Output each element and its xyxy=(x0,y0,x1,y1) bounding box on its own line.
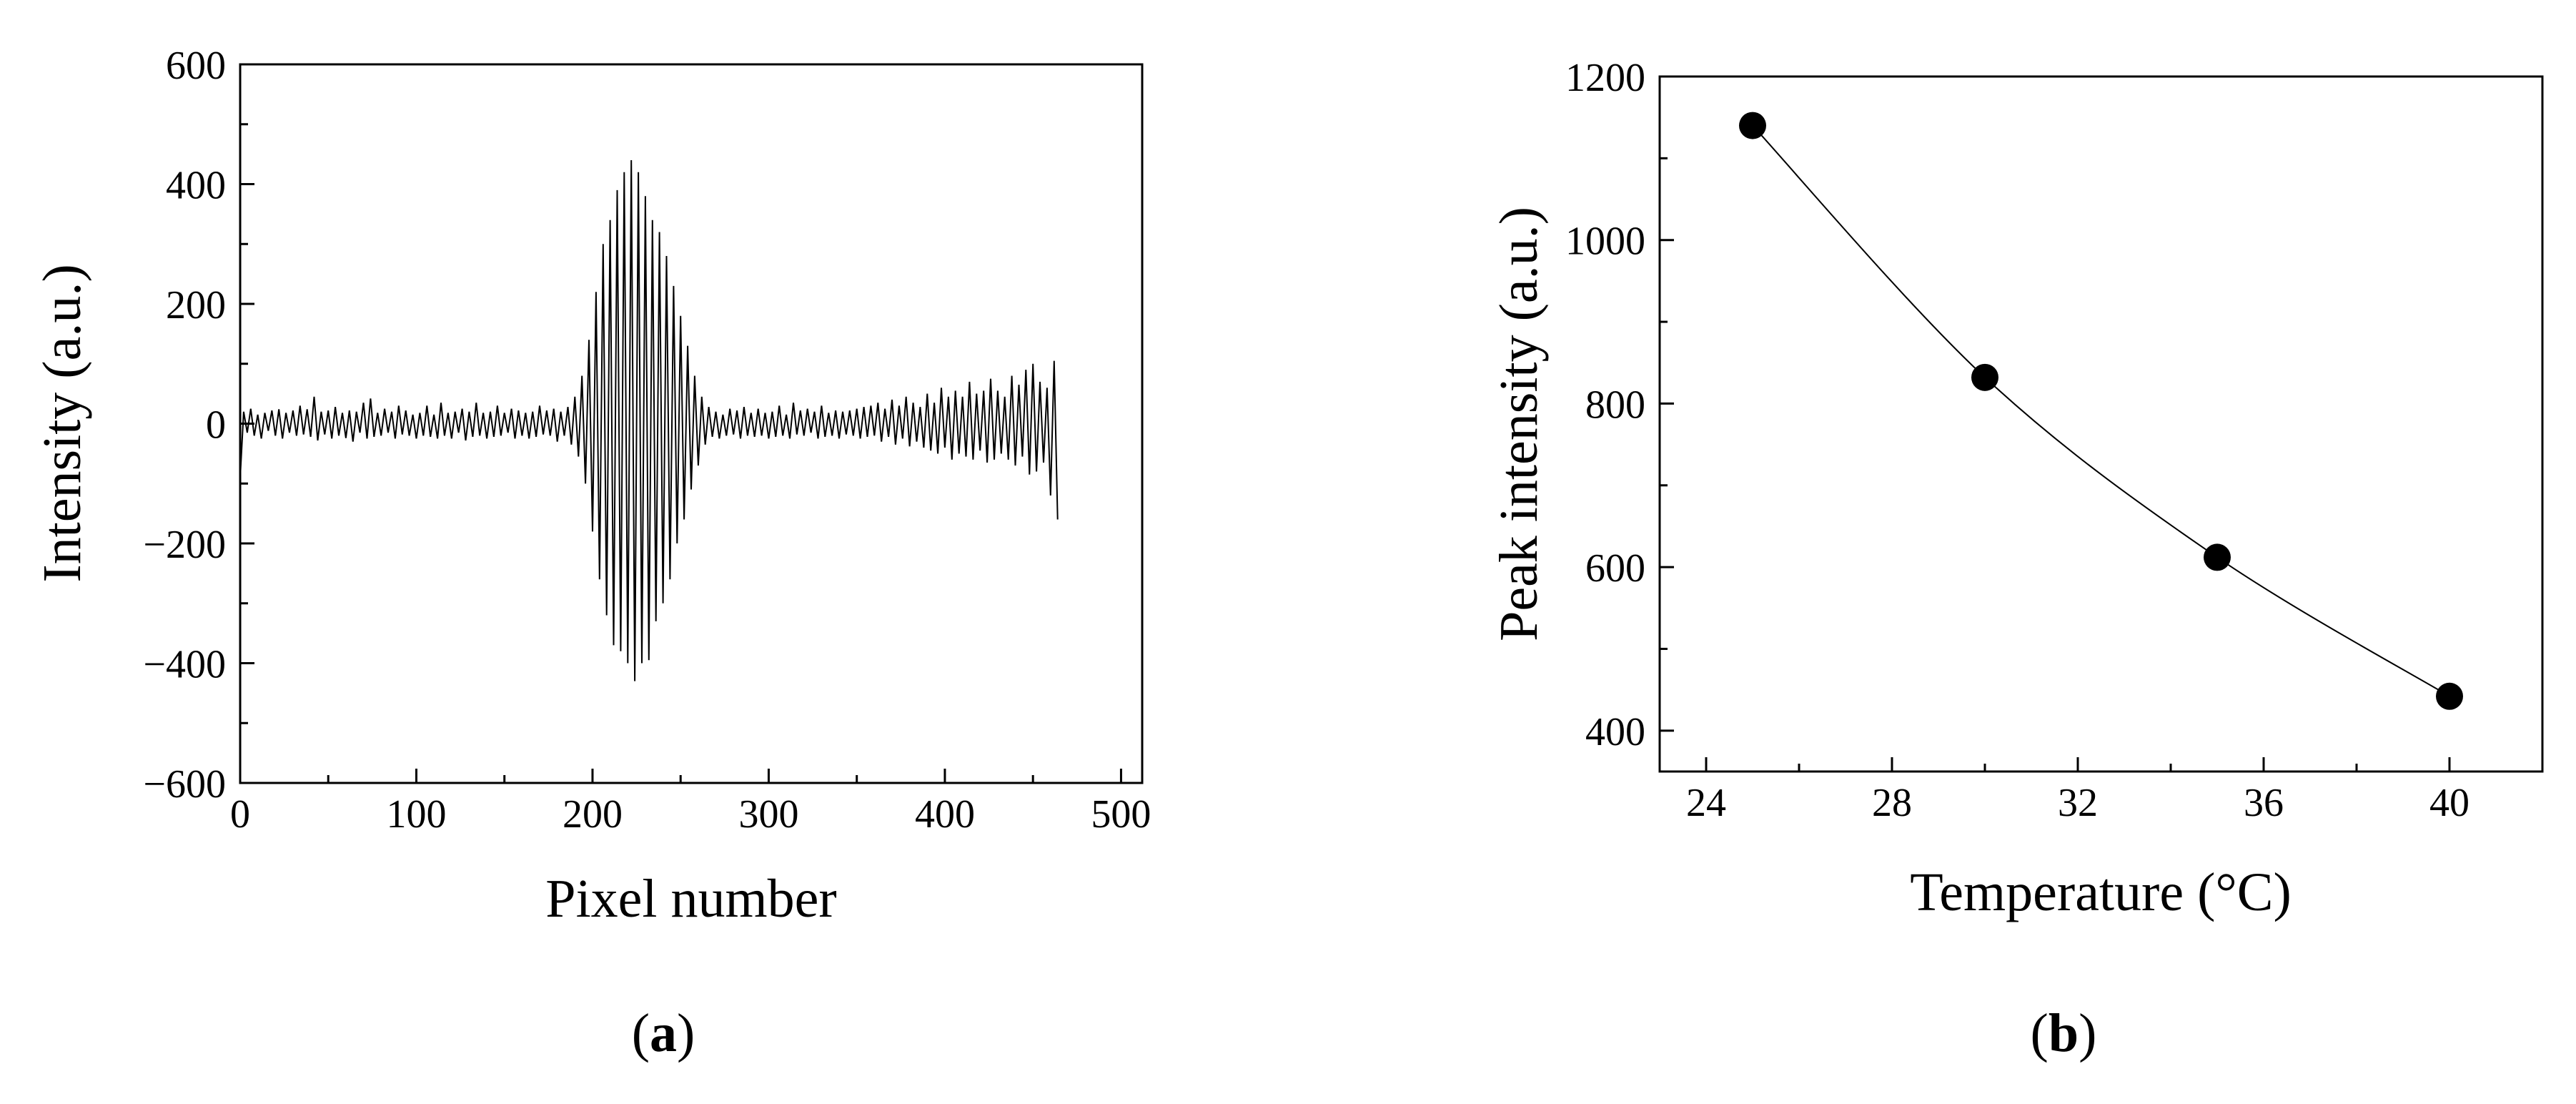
panel-b-y-axis-title: Peak intensity (a.u.) xyxy=(1489,207,1549,641)
data-point xyxy=(1971,363,1998,391)
panel-b-data-points xyxy=(1739,112,2463,710)
panel-a-y-ticks: −600 −400 −200 0 200 400 600 xyxy=(143,44,254,807)
x-tick-label: 300 xyxy=(738,792,798,837)
panel-a-y-axis-title: Intensity (a.u.) xyxy=(32,264,92,582)
panel-b-chart: 24 28 32 36 40 400 600 800 1000 1200 Temperature… xyxy=(1489,56,2544,922)
y-tick-label: 400 xyxy=(166,164,226,208)
y-tick-label: 400 xyxy=(1585,710,1645,754)
y-tick-label: 600 xyxy=(1585,546,1645,591)
y-tick-label: 800 xyxy=(1585,383,1645,427)
y-tick-label: 1000 xyxy=(1565,220,1645,264)
y-tick-label: −200 xyxy=(143,523,226,567)
y-tick-label: 0 xyxy=(206,403,226,448)
panel-a-x-ticks: 0 100 200 300 400 500 xyxy=(230,769,1151,837)
y-tick-label: −400 xyxy=(143,643,226,687)
panel-a-label: (a) xyxy=(632,1003,695,1063)
panel-b-label: (b) xyxy=(2031,1003,2097,1063)
y-tick-label: 200 xyxy=(166,283,226,327)
data-point xyxy=(1739,112,1766,139)
x-tick-label: 0 xyxy=(230,792,250,837)
x-tick-label: 400 xyxy=(915,792,975,837)
x-tick-label: 28 xyxy=(1872,781,1912,825)
panel-a-chart: 0 100 200 300 400 500 −600−400−2000200400600 … xyxy=(32,44,1151,929)
data-point xyxy=(2204,543,2231,571)
x-tick-label: 36 xyxy=(2244,781,2284,825)
x-tick-label: 40 xyxy=(2429,781,2470,825)
y-tick-label: −600 xyxy=(143,762,226,807)
x-tick-label: 500 xyxy=(1091,792,1151,837)
x-tick-label: 24 xyxy=(1686,781,1726,825)
y-tick-label: 600 xyxy=(166,44,226,88)
panel-a-x-axis-title: Pixel number xyxy=(545,869,836,929)
x-tick-label: 200 xyxy=(563,792,623,837)
data-point xyxy=(2436,682,2463,710)
x-tick-label: 32 xyxy=(2058,781,2098,825)
x-tick-label: 100 xyxy=(386,792,446,837)
y-tick-label: 1200 xyxy=(1565,56,1645,100)
panel-b-x-ticks: 24 28 32 36 40 xyxy=(1686,757,2470,825)
panel-a-signal-line xyxy=(239,159,1059,681)
panel-b-series-line xyxy=(1752,124,2450,697)
panel-b-y-ticks: 400 600 800 1000 1200 xyxy=(1565,56,1674,754)
panel-b-x-axis-title: Temperature (°C) xyxy=(1910,862,2292,922)
panel-b-plot-frame xyxy=(1658,75,2544,773)
